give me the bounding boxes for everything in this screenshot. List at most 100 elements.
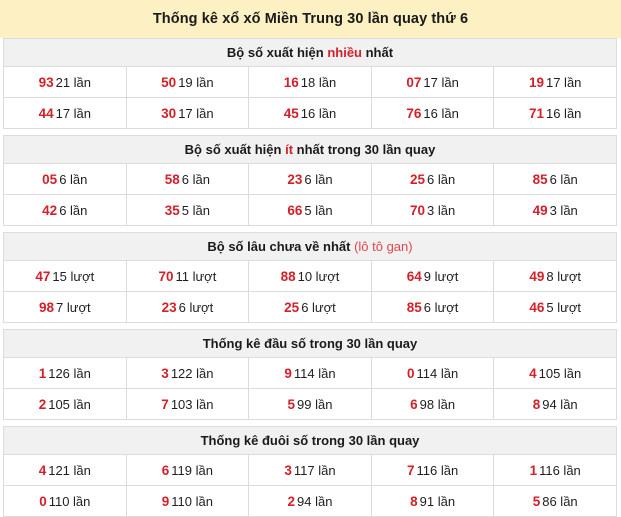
stat-cell[interactable]: 30 17 lần (125, 97, 250, 129)
stat-count: 98 lần (419, 396, 456, 412)
stat-cell[interactable]: 25 6 lần (370, 163, 495, 195)
section-header-suffix: nhất (362, 45, 394, 60)
stat-count: 17 lần (55, 105, 92, 121)
stat-cell[interactable]: 45 16 lần (248, 97, 372, 129)
stat-cell[interactable]: 4 105 lần (493, 357, 617, 389)
stat-number: 5 (532, 493, 541, 509)
stat-cell[interactable]: 16 18 lần (248, 66, 372, 98)
stat-number: 25 (409, 171, 425, 187)
stat-cell[interactable]: 5 99 lần (248, 388, 372, 420)
table-row: 44 17 lần 30 17 lần 45 16 lần 76 16 lần 71 16 lần (3, 97, 617, 129)
stat-cell[interactable]: 50 19 lần (125, 66, 250, 98)
stat-count: 86 lần (542, 493, 578, 509)
stat-cell[interactable]: 8 91 lần (370, 485, 495, 517)
stat-cell[interactable]: 19 17 lần (493, 66, 617, 98)
stat-cell[interactable]: 3 117 lần (248, 454, 372, 486)
stat-cell[interactable]: 46 5 lượt (493, 291, 617, 323)
stat-cell[interactable]: 1 126 lần (3, 357, 127, 389)
stat-cell[interactable]: 76 16 lần (370, 97, 495, 129)
stat-cell[interactable]: 85 6 lượt (370, 291, 495, 323)
stat-count: 16 lần (300, 105, 337, 121)
stat-count: 21 lần (55, 74, 92, 90)
section-header-row: Thống kê đuôi số trong 30 lần quay (3, 426, 617, 455)
stat-cell[interactable]: 7 103 lần (125, 388, 250, 420)
stat-count: 6 lần (59, 171, 88, 187)
stat-cell[interactable]: 44 17 lần (3, 97, 127, 129)
stat-number: 2 (287, 493, 296, 509)
stat-cell[interactable]: 2 94 lần (248, 485, 372, 517)
stat-number: 23 (287, 171, 303, 187)
section-header-highlight: nhiều (327, 45, 362, 60)
table-row: 2 105 lần 7 103 lần 5 99 lần 6 98 lần 8 94 lần (3, 388, 617, 420)
stat-number: 7 (161, 396, 169, 412)
stat-cell[interactable]: 66 5 lần (248, 194, 372, 226)
stat-number: 50 (161, 74, 177, 90)
stat-cell[interactable]: 6 119 lần (125, 454, 250, 486)
stat-number: 4 (529, 365, 537, 381)
stat-count: 94 lần (542, 396, 578, 412)
statistics-sections: Bộ số xuất hiện nhiều nhất 93 21 lần 50 19 l… (0, 38, 621, 517)
stat-cell[interactable]: 49 3 lần (493, 194, 617, 226)
stat-cell[interactable]: 64 9 lượt (370, 260, 495, 292)
stat-number: 0 (39, 493, 47, 509)
stat-cell[interactable]: 23 6 lượt (125, 291, 250, 323)
section-header-suffix: nhất trong 30 lần quay (293, 142, 436, 157)
stat-number: 85 (406, 299, 422, 315)
stat-cell[interactable]: 49 8 lượt (493, 260, 617, 292)
table-row: 05 6 lần 58 6 lần 23 6 lần 25 6 lần 85 6 lần (3, 163, 617, 195)
stat-cell[interactable]: 42 6 lần (3, 194, 127, 226)
stat-number: 19 (528, 74, 544, 90)
stat-cell[interactable]: 47 15 lượt (3, 260, 127, 292)
stat-count: 19 lần (178, 74, 214, 90)
section-head-digit-stats: Thống kê đầu số trong 30 lần quay 1 126 lầ… (3, 329, 617, 420)
stat-cell[interactable]: 4 121 lần (3, 454, 127, 486)
stat-cell[interactable]: 8 94 lần (493, 388, 617, 420)
stat-cell[interactable]: 0 110 lần (3, 485, 127, 517)
stat-number: 70 (158, 268, 174, 284)
section-header-longest-absent: Bộ số lâu chưa về nhất (lô tô gan) (3, 232, 617, 261)
section-header-head-digit-stats: Thống kê đầu số trong 30 lần quay (3, 329, 617, 358)
stat-cell[interactable]: 70 11 lượt (125, 260, 250, 292)
stat-cell[interactable]: 3 122 lần (125, 357, 250, 389)
stat-cell[interactable]: 70 3 lần (370, 194, 495, 226)
stat-count: 17 lần (423, 74, 459, 90)
stat-number: 0 (406, 365, 415, 381)
stat-cell[interactable]: 25 6 lượt (248, 291, 372, 323)
stat-number: 6 (410, 396, 418, 412)
stat-number: 9 (284, 365, 292, 381)
stat-cell[interactable]: 88 10 lượt (248, 260, 372, 292)
stat-cell[interactable]: 1 116 lần (493, 454, 617, 486)
stat-count: 116 lần (416, 462, 459, 478)
stat-number: 35 (164, 202, 180, 218)
stat-cell[interactable]: 07 17 lần (370, 66, 495, 98)
stat-cell[interactable]: 9 114 lần (248, 357, 372, 389)
stat-count: 6 lần (549, 171, 578, 187)
section-header-highlight: (lô tô gan) (354, 239, 413, 254)
stat-number: 3 (284, 462, 292, 478)
stat-count: 6 lượt (423, 299, 459, 315)
table-row: 42 6 lần 35 5 lần 66 5 lần 70 3 lần 49 3 lần (3, 194, 617, 226)
stat-cell[interactable]: 93 21 lần (3, 66, 127, 98)
stat-number: 1 (529, 462, 538, 478)
section-least-frequent: Bộ số xuất hiện ít nhất trong 30 lần qua… (3, 135, 617, 226)
stat-cell[interactable]: 2 105 lần (3, 388, 127, 420)
stat-cell[interactable]: 6 98 lần (370, 388, 495, 420)
stat-cell[interactable]: 85 6 lần (493, 163, 617, 195)
stat-cell[interactable]: 35 5 lần (125, 194, 250, 226)
stat-cell[interactable]: 0 114 lần (370, 357, 495, 389)
stat-count: 16 lần (545, 105, 582, 121)
stat-cell[interactable]: 05 6 lần (3, 163, 127, 195)
table-row: 4 121 lần 6 119 lần 3 117 lần 7 116 lần 1 116 lần (3, 454, 617, 486)
section-tail-digit-stats: Thống kê đuôi số trong 30 lần quay 4 121 l… (3, 426, 617, 517)
stat-count: 6 lần (59, 202, 88, 218)
table-row: 1 126 lần 3 122 lần 9 114 lần 0 114 lần 4 105 lần (3, 357, 617, 389)
stat-count: 110 lần (48, 493, 91, 509)
stat-cell[interactable]: 23 6 lần (248, 163, 372, 195)
stat-cell[interactable]: 98 7 lượt (3, 291, 127, 323)
table-row: 0 110 lần 9 110 lần 2 94 lần 8 91 lần 5 86 lần (3, 485, 617, 517)
stat-cell[interactable]: 9 110 lần (125, 485, 250, 517)
